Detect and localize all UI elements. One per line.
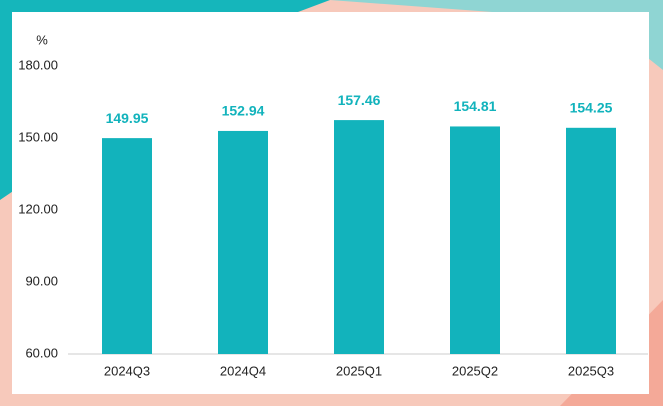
bar <box>218 130 268 354</box>
value-label: 157.46 <box>338 92 381 108</box>
value-label: 152.94 <box>222 103 265 119</box>
value-label: 154.81 <box>454 98 497 114</box>
x-tick-label: 2025Q2 <box>452 363 498 378</box>
x-tick-label: 2024Q4 <box>220 363 266 378</box>
value-label: 154.25 <box>570 100 613 116</box>
bar <box>450 126 500 355</box>
value-label: 149.95 <box>106 110 149 126</box>
y-tick-label: 120.00 <box>18 201 58 216</box>
y-tick-label: 180.00 <box>18 57 58 72</box>
y-unit: % <box>36 32 48 47</box>
x-tick-label: 2025Q1 <box>336 363 382 378</box>
x-tick-label: 2025Q3 <box>568 363 614 378</box>
y-tick-label: 90.00 <box>25 273 58 288</box>
y-tick-label: 60.00 <box>25 345 58 360</box>
bar <box>334 120 384 354</box>
x-tick-label: 2024Q3 <box>104 363 150 378</box>
bar <box>102 138 152 354</box>
bar <box>566 127 616 354</box>
y-tick-label: 150.00 <box>18 129 58 144</box>
